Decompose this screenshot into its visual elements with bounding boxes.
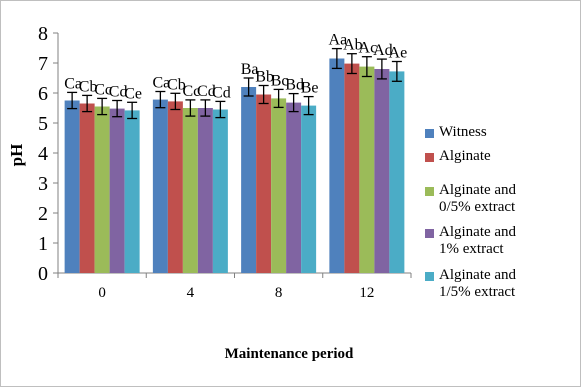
y-tick-label: 2 — [38, 203, 48, 225]
bar — [124, 110, 140, 274]
data-label: Aa — [329, 32, 348, 49]
data-label: Ab — [343, 37, 363, 54]
legend-item: Alginate — [425, 148, 491, 165]
legend-swatch — [425, 229, 434, 238]
bar — [167, 101, 183, 274]
bar — [109, 108, 125, 273]
legend-label: Alginate and 1% extract — [439, 224, 517, 257]
data-label: Be — [301, 80, 319, 97]
bar — [389, 71, 405, 274]
y-tick-label: 6 — [38, 83, 48, 105]
y-tick-label: 7 — [38, 53, 48, 75]
y-tick-label: 1 — [38, 233, 48, 255]
y-tick-label: 4 — [38, 143, 48, 165]
bar — [359, 66, 375, 273]
bar — [241, 87, 257, 273]
bar — [79, 103, 95, 273]
bar — [256, 94, 272, 273]
data-label: Bd — [285, 77, 304, 94]
bar — [94, 106, 110, 273]
data-label: Ce — [124, 85, 142, 102]
data-label: Ad — [373, 42, 393, 59]
bar — [271, 98, 287, 274]
bar — [329, 58, 345, 273]
data-label: Cb — [167, 76, 186, 93]
data-label: Ca — [64, 75, 82, 92]
data-label: Cc — [182, 83, 200, 100]
legend-item: Witness — [425, 124, 487, 141]
legend-label: Alginate and 1/5% extract — [439, 267, 517, 300]
legend-swatch — [425, 129, 434, 138]
data-label: Ae — [389, 45, 408, 62]
bar — [286, 102, 302, 273]
y-tick-label: 3 — [38, 173, 48, 195]
legend-swatch — [425, 187, 434, 196]
bar — [344, 63, 360, 273]
legend-item: Alginate and 0/5% extract — [425, 182, 516, 216]
data-label: Cd — [109, 84, 128, 101]
legend-item: Alginate and 1% extract — [425, 224, 516, 258]
x-axis-title: Maintenance period — [225, 346, 354, 362]
bar — [374, 69, 390, 273]
legend-swatch — [425, 153, 434, 162]
y-axis-title: pH — [7, 144, 26, 167]
x-tick-label: 4 — [187, 285, 195, 301]
x-tick-label: 12 — [359, 285, 374, 301]
legend-item: Alginate and 1/5% extract — [425, 267, 516, 301]
bar — [152, 99, 168, 273]
data-label: Bc — [271, 72, 289, 89]
bar — [182, 108, 198, 273]
legend-label: Alginate and 0/5% extract — [439, 182, 517, 215]
data-label: Cd — [197, 83, 216, 100]
y-tick-label: 8 — [38, 23, 48, 45]
bar — [197, 108, 213, 273]
data-label: Ba — [241, 61, 259, 78]
data-label: Ca — [152, 75, 170, 92]
bar — [212, 109, 228, 273]
legend-label: Alginate — [439, 148, 491, 164]
data-label: Cb — [79, 78, 98, 95]
x-tick-label: 8 — [275, 285, 283, 301]
legend-label: Witness — [439, 124, 487, 140]
data-label: Cc — [94, 81, 112, 98]
data-label: Cd — [212, 84, 231, 101]
legend-swatch — [425, 272, 434, 281]
data-label: Bb — [255, 69, 274, 86]
bar — [301, 105, 317, 273]
data-label: Ac — [359, 40, 378, 57]
x-tick-label: 0 — [98, 285, 106, 301]
y-tick-label: 0 — [38, 263, 48, 285]
y-tick-label: 5 — [38, 113, 48, 135]
bar — [64, 100, 80, 273]
